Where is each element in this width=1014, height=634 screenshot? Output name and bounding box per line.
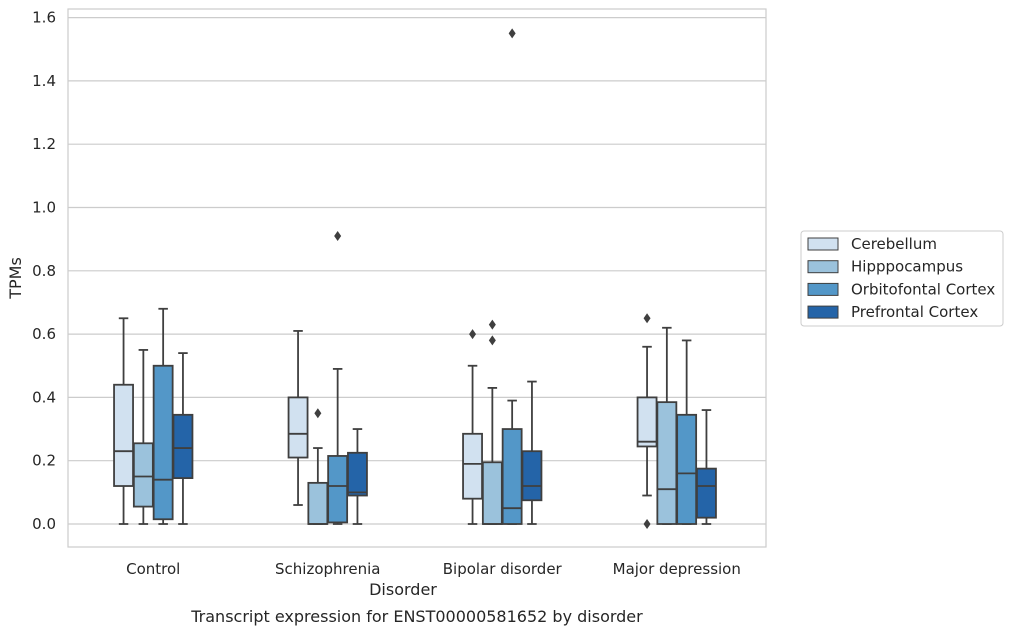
y-tick-label: 0.0 [32,515,56,533]
box-iqr [521,450,543,502]
box-orbitofontal-cortex [327,230,349,525]
box-iqr [636,396,658,448]
box-iqr [696,467,717,519]
y-tick-labels: 0.0 0.2 0.4 0.6 0.8 1.0 1.2 1.4 1.6 [32,9,56,533]
box-iqr [481,461,503,525]
y-tick-label: 1.0 [32,199,56,217]
legend-swatch [807,305,839,319]
legend-frame [800,230,1004,327]
box-cerebellum [287,330,309,506]
legend-label: Prefrontal Cortex [851,303,978,321]
plot-frame [67,8,767,548]
outlier-point [508,28,516,39]
y-axis-title: TPMs [6,257,25,300]
x-tick-label: Major depression [613,560,741,578]
y-tick-label: 0.2 [32,452,56,470]
outlier-point [643,519,651,529]
outlier-point [334,230,342,241]
outlier-point [314,408,322,419]
outlier-point [488,319,496,330]
box-hipppocampus [481,319,503,525]
box-series [113,28,717,529]
box-iqr [462,432,483,500]
box-hipppocampus [656,326,678,525]
y-tick-label: 1.6 [32,9,56,27]
box-iqr [307,481,329,525]
legend-swatch [807,260,839,274]
x-tick-label: Schizophrenia [275,560,380,578]
y-tick-label: 1.4 [32,72,56,90]
box-iqr [676,413,698,525]
box-iqr [501,428,523,525]
box-iqr [172,413,194,480]
legend-swatch [807,282,839,296]
box-iqr [152,364,174,521]
box-prefrontal-cortex [521,380,543,525]
outlier-point [469,329,477,340]
box-iqr [287,396,309,459]
legend-label: Hipppocampus [851,258,963,276]
box-orbitofontal-cortex [152,307,174,525]
y-tick-label: 0.8 [32,262,56,280]
legend-label: Cerebellum [851,235,937,253]
x-tick-labels: Control Schizophrenia Bipolar disorder Majo… [126,560,741,578]
legend-label: Orbitofontal Cortex [851,280,995,298]
box-iqr [327,455,349,524]
box-prefrontal-cortex [696,409,717,525]
box-prefrontal-cortex [347,428,368,525]
y-tick-label: 1.2 [32,135,56,153]
x-tick-label: Control [126,560,180,578]
box-iqr [113,383,134,487]
box-cerebellum [113,317,134,525]
legend-swatch [807,237,839,251]
box-prefrontal-cortex [172,352,194,525]
outlier-point [643,313,651,324]
x-tick-label: Bipolar disorder [443,560,563,578]
x-axis-title: Disorder [369,580,437,599]
box-iqr [132,442,154,508]
y-tick-label: 0.4 [32,388,56,406]
y-tick-label: 0.6 [32,325,56,343]
box-iqr [347,451,368,497]
chart-caption: Transcript expression for ENST0000058165… [190,607,643,626]
legend: Cerebellum Hipppocampus Orbitofontal Corte… [800,230,1004,327]
box-orbitofontal-cortex [676,339,698,525]
outlier-point [488,335,496,346]
box-iqr [656,401,678,525]
